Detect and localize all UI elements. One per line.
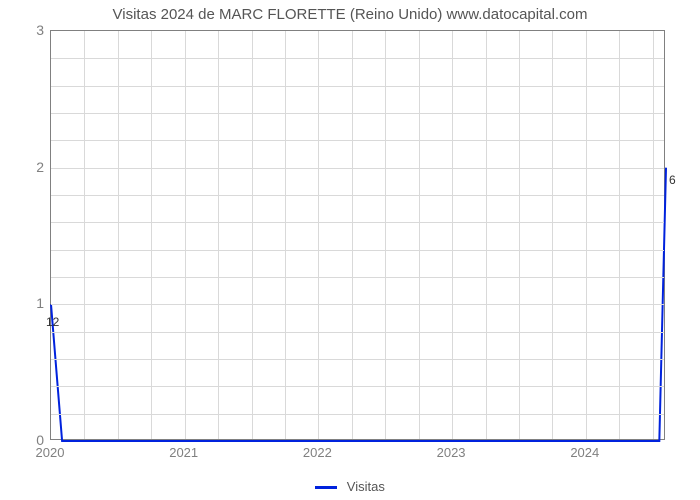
x-tick-label: 2024 — [570, 445, 599, 460]
x-tick-label: 2020 — [36, 445, 65, 460]
y-tick-label: 2 — [0, 159, 44, 175]
point-label: 12 — [46, 315, 59, 329]
y-tick-label: 3 — [0, 22, 44, 38]
point-label: 6 — [669, 173, 676, 187]
x-tick-label: 2022 — [303, 445, 332, 460]
y-tick-label: 1 — [0, 295, 44, 311]
x-tick-label: 2021 — [169, 445, 198, 460]
legend-label: Visitas — [347, 479, 385, 494]
legend-swatch — [315, 486, 337, 489]
x-tick-label: 2023 — [437, 445, 466, 460]
chart-container: Visitas 2024 de MARC FLORETTE (Reino Uni… — [0, 0, 700, 500]
plot-area — [50, 30, 665, 440]
legend: Visitas — [0, 479, 700, 494]
chart-title: Visitas 2024 de MARC FLORETTE (Reino Uni… — [0, 6, 700, 23]
line-series — [51, 31, 664, 439]
